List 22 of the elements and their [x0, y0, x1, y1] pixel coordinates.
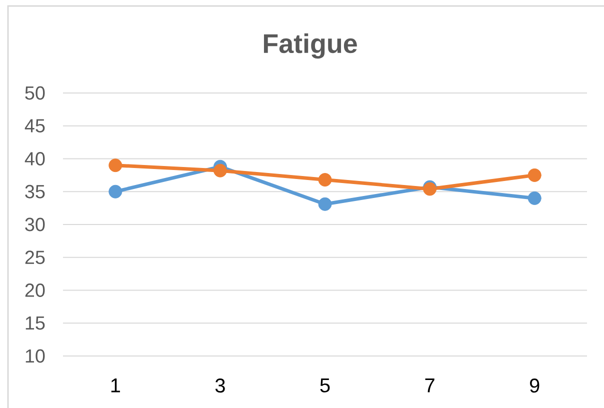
x-tick-label: 3 [215, 378, 225, 393]
y-tick-label: 35 [25, 184, 45, 198]
y-tick-label: 45 [24, 119, 45, 132]
y-tick-label: 25 [25, 250, 45, 264]
y-tick-label: 20 [25, 284, 45, 297]
y-tick-label: 40 [24, 152, 45, 166]
point [318, 173, 332, 187]
y-tick-label: 50 [25, 86, 45, 100]
x-tick-label: 5 [320, 378, 330, 392]
x-tick-label: 9 [530, 378, 540, 393]
y-tick-label: 15 [26, 316, 45, 330]
y-tick-label: 30 [25, 218, 45, 232]
x-tick-label: 1 [111, 378, 120, 392]
point [318, 197, 332, 211]
point [528, 168, 542, 182]
y-tick-label: 10 [26, 349, 45, 363]
point [213, 164, 227, 178]
point [108, 158, 122, 172]
chart-title: Fatigue [264, 33, 357, 59]
point [528, 191, 542, 205]
point [108, 184, 122, 198]
x-tick-label: 7 [425, 378, 434, 392]
